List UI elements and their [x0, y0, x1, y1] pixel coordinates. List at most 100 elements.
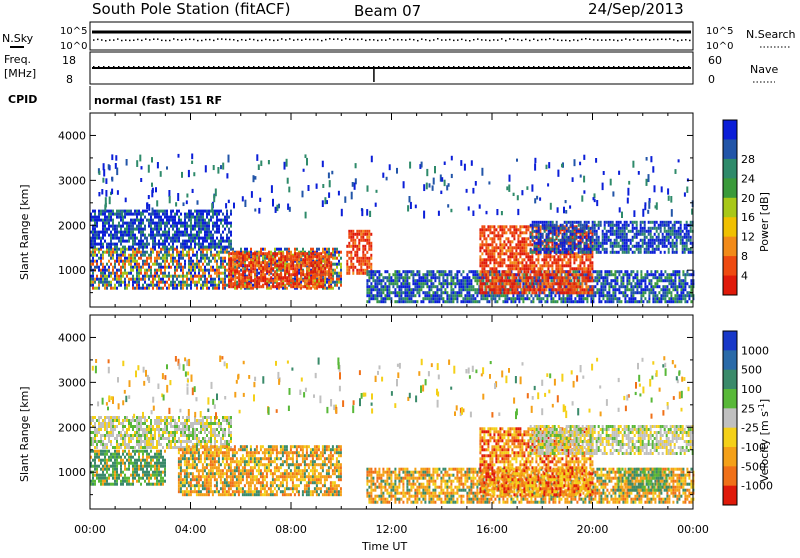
echo-cell	[216, 284, 218, 287]
echo-cell	[228, 285, 230, 288]
echo-cell	[372, 270, 374, 273]
echo-cell	[246, 255, 248, 258]
echo-cell	[126, 272, 128, 275]
echo-cell	[92, 278, 94, 281]
nave-trace-dot	[133, 66, 135, 68]
echo-cell	[176, 266, 178, 269]
echo-cell	[196, 210, 198, 213]
echo-cell	[664, 291, 666, 294]
echo-cell	[226, 263, 228, 266]
echo-cell	[668, 300, 670, 303]
echo-cell	[256, 282, 258, 285]
echo-cell	[448, 297, 450, 300]
echo-cell	[551, 285, 553, 288]
sky-trace-dot	[333, 39, 335, 41]
echo-cell	[170, 257, 172, 260]
echo-cell	[174, 272, 176, 275]
nave-trace-dot	[643, 66, 645, 68]
echo-cell	[438, 297, 440, 300]
echo-cell	[188, 225, 190, 228]
echo-cell	[258, 264, 260, 267]
sky-trace-dot	[349, 39, 351, 41]
echo-cell	[505, 282, 507, 285]
echo-cell	[487, 246, 489, 249]
echo-cell	[164, 272, 166, 275]
echo-cell	[292, 279, 294, 282]
echo-cell	[493, 237, 495, 240]
echo-cell	[489, 225, 491, 228]
sky-trace-dot	[169, 40, 171, 42]
sky-trace-dot	[517, 39, 519, 41]
echo-cell	[481, 231, 483, 234]
echo-cell	[531, 267, 533, 270]
echo-cell	[523, 240, 525, 243]
echo-cell	[503, 240, 505, 243]
sky-trace-dot	[121, 40, 123, 42]
echo-cell	[554, 294, 556, 297]
nave-trace-dot	[433, 66, 435, 68]
echo-cell	[140, 257, 142, 260]
nave-trace-dot	[333, 66, 335, 68]
echo-cell	[396, 300, 398, 303]
echo-cell	[176, 225, 178, 228]
echo-cell	[442, 297, 444, 300]
echo-cell	[350, 257, 352, 260]
echo-cell	[104, 219, 106, 222]
echo-cell	[573, 279, 575, 282]
echo-cell	[376, 288, 378, 291]
echo-cell	[551, 273, 553, 276]
echo-cell	[210, 278, 212, 281]
echo-cell	[194, 246, 196, 249]
nave-trace-dot	[653, 66, 655, 68]
echo-cell	[370, 257, 372, 260]
nave-trace-dot	[603, 66, 605, 68]
sky-right-tick-low: 10^0	[706, 41, 733, 52]
echo-cell	[276, 282, 278, 285]
echo-cell	[418, 291, 420, 294]
echo-cell	[476, 288, 478, 291]
echo-cell	[368, 273, 370, 276]
echo-cell	[262, 279, 264, 282]
echo-cell	[220, 222, 222, 225]
echo-cell	[186, 251, 188, 254]
echo-cell	[481, 282, 483, 285]
nave-trace-dot	[418, 66, 420, 68]
echo-cell	[98, 281, 100, 284]
echo-cell	[178, 251, 180, 254]
echo-cell	[188, 237, 190, 240]
echo-cell	[462, 288, 464, 291]
echo-cell	[368, 239, 370, 242]
echo-cell	[190, 246, 192, 249]
echo-cell	[180, 246, 182, 249]
echo-cell	[340, 263, 342, 266]
echo-cell	[228, 282, 230, 285]
echo-cell	[148, 257, 150, 260]
echo-cell	[350, 266, 352, 269]
echo-cell	[479, 273, 481, 276]
echo-cell	[495, 276, 497, 279]
echo-cell	[228, 270, 230, 273]
echo-cell	[150, 284, 152, 287]
echo-cell	[493, 246, 495, 249]
echo-cell	[120, 231, 122, 234]
echo-cell	[509, 225, 511, 228]
echo-cell	[376, 282, 378, 285]
echo-cell	[318, 276, 320, 279]
echo-cell	[412, 294, 414, 297]
echo-cell	[545, 255, 547, 258]
echo-cell	[96, 278, 98, 281]
echo-cell	[248, 252, 250, 255]
sky-trace-dot	[313, 39, 315, 41]
nave-trace-dot	[523, 66, 525, 68]
echo-cell	[238, 276, 240, 279]
echo-cell	[636, 279, 638, 282]
echo-cell	[190, 243, 192, 246]
echo-cell	[182, 246, 184, 249]
echo-cell	[422, 300, 424, 303]
echo-cell	[384, 297, 386, 300]
echo-cell	[354, 251, 356, 254]
echo-cell	[162, 243, 164, 246]
echo-cell	[362, 239, 364, 242]
echo-cell	[246, 258, 248, 261]
echo-cell	[92, 237, 94, 240]
